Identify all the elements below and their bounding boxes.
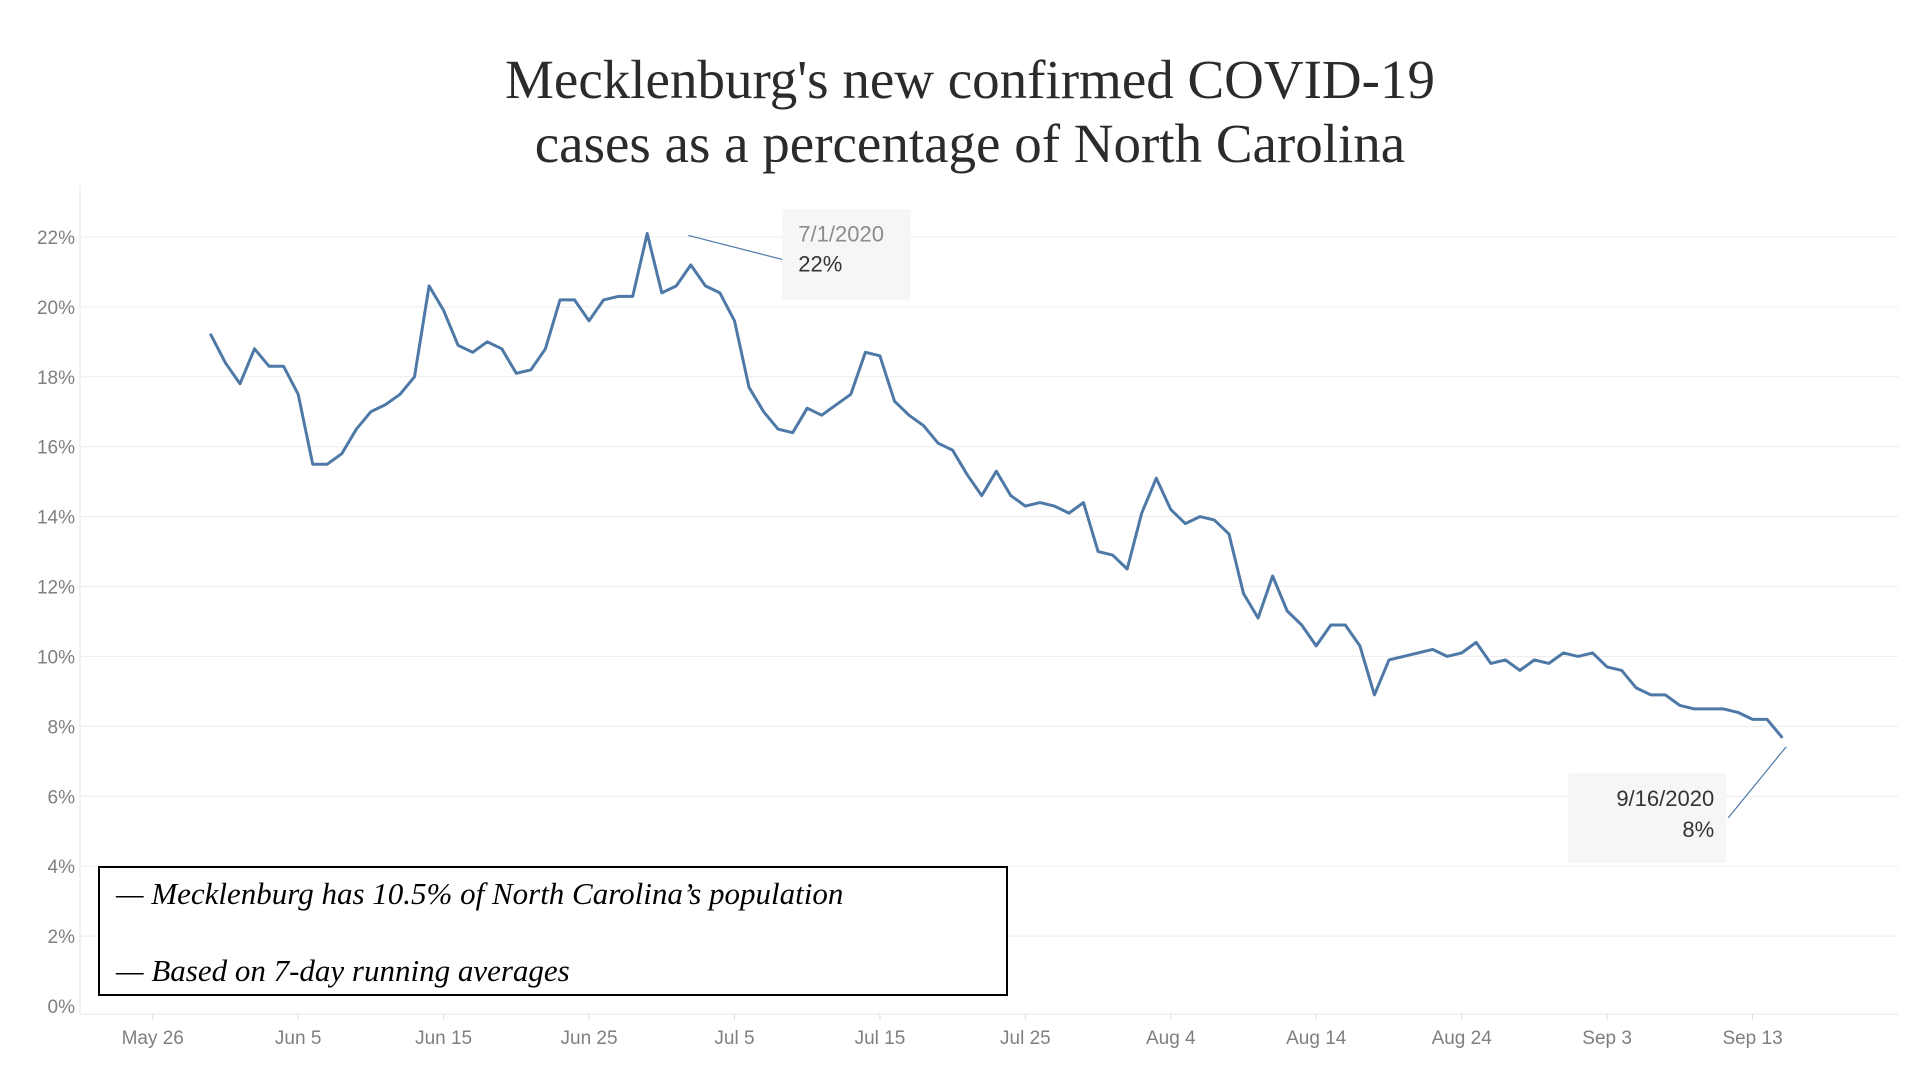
annotation-date-label: 7/1/2020 (798, 221, 884, 246)
x-tick-label: Aug 4 (1146, 1028, 1196, 1049)
tooltip-background (782, 209, 911, 300)
chart-title-line-1: Mecklenburg's new confirmed COVID-19 (505, 49, 1435, 110)
y-tick-label: 12% (37, 578, 75, 599)
note-running-average: — Based on 7-day running averages (116, 953, 570, 988)
annotations: 7/1/2020 22% 9/16/2020 8% (688, 209, 1787, 863)
y-tick-label: 14% (37, 508, 75, 529)
callout-leader-line (1727, 746, 1787, 819)
y-tick-label: 0% (48, 997, 76, 1018)
y-tick-label: 10% (37, 647, 75, 668)
y-tick-label: 18% (37, 368, 75, 389)
tooltip-background (1568, 772, 1727, 863)
y-tick-label: 22% (37, 228, 75, 249)
annotation-date-label: 9/16/2020 (1616, 786, 1714, 811)
note-population: — Mecklenburg has 10.5% of North Carolin… (116, 876, 844, 911)
annotation-value-label: 22% (798, 251, 842, 276)
x-tick-label: May 26 (122, 1028, 184, 1049)
y-tick-label: 6% (48, 787, 76, 808)
series-layer (209, 232, 1784, 739)
y-tick-label: 8% (48, 717, 76, 738)
annotation-value-label: 8% (1682, 817, 1714, 842)
chart-title-line-2: cases as a percentage of North Carolina (534, 113, 1406, 174)
y-axis: 0% 2% 4% 6% 8% 10% 12% 14% 16% 18% 20% 22% (37, 228, 75, 1018)
x-tick-label: Jul 5 (714, 1028, 754, 1049)
y-tick-label: 20% (37, 298, 75, 319)
x-tick-label: Jul 25 (1000, 1028, 1051, 1049)
annotation-1: 9/16/2020 8% (1568, 746, 1787, 863)
callout-leader-line (688, 234, 783, 261)
series-line-0 (209, 232, 1784, 739)
x-tick-label: Sep 3 (1582, 1028, 1632, 1049)
x-tick-label: Jun 25 (561, 1028, 618, 1049)
annotation-0: 7/1/2020 22% (688, 209, 911, 300)
y-tick-label: 4% (48, 857, 76, 878)
x-tick-label: Jun 15 (415, 1028, 472, 1049)
chart-title: Mecklenburg's new confirmed COVID-19 cas… (0, 48, 1920, 176)
x-tick-label: Jun 5 (275, 1028, 321, 1049)
x-tick-label: Jul 15 (855, 1028, 906, 1049)
x-tick-label: Sep 13 (1722, 1028, 1782, 1049)
notes-box: — Mecklenburg has 10.5% of North Carolin… (98, 866, 1008, 996)
y-tick-label: 2% (48, 927, 76, 948)
y-tick-label: 16% (37, 438, 75, 459)
x-axis: May 26 Jun 5 Jun 15 Jun 25 Jul 5 Jul 15 Jul 25… (122, 1014, 1783, 1049)
x-tick-label: Aug 24 (1432, 1028, 1493, 1049)
x-tick-label: Aug 14 (1286, 1028, 1347, 1049)
